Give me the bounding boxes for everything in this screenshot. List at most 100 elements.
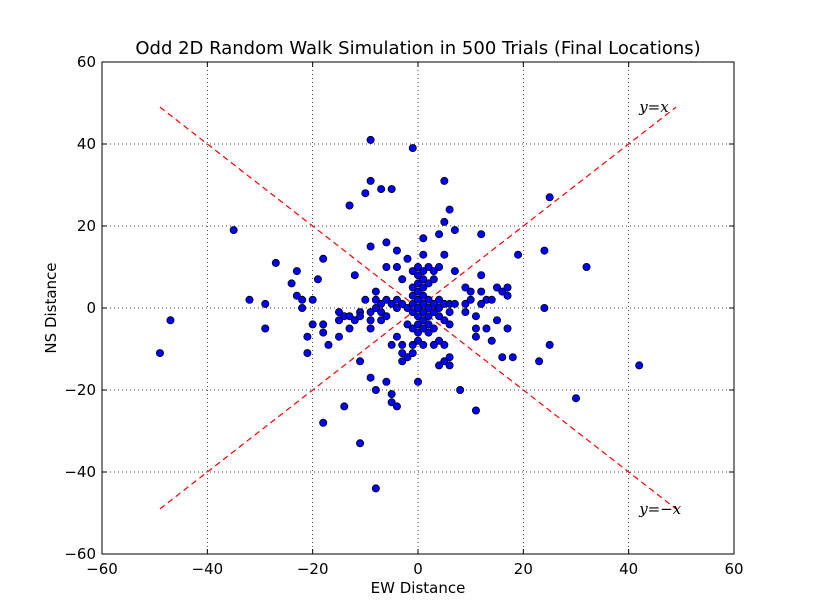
data-point	[319, 418, 328, 427]
data-point	[429, 299, 438, 308]
data-point	[440, 357, 449, 366]
data-point	[377, 185, 386, 194]
data-point	[545, 340, 554, 349]
data-point	[424, 279, 433, 288]
data-point	[334, 332, 343, 341]
data-point	[382, 295, 391, 304]
data-point	[435, 262, 444, 271]
data-point	[361, 189, 370, 198]
data-point	[435, 336, 444, 345]
data-point	[413, 271, 422, 280]
data-point	[419, 299, 428, 308]
data-point	[419, 250, 428, 259]
data-point	[308, 295, 317, 304]
data-point	[303, 349, 312, 358]
data-point	[387, 390, 396, 399]
reference-lines	[159, 106, 677, 510]
data-point	[392, 246, 401, 255]
data-point	[166, 316, 175, 325]
data-point	[403, 254, 412, 263]
data-point	[503, 324, 512, 333]
data-point	[514, 250, 523, 259]
data-point	[492, 283, 501, 292]
data-point	[477, 230, 486, 239]
data-point	[366, 316, 375, 325]
x-tick-label: 40	[619, 560, 638, 578]
data-point	[424, 295, 433, 304]
data-point	[392, 295, 401, 304]
data-point	[366, 135, 375, 144]
data-point	[387, 340, 396, 349]
data-point	[261, 299, 270, 308]
chart-title: Odd 2D Random Walk Simulation in 500 Tri…	[135, 38, 700, 59]
data-point	[503, 283, 512, 292]
data-point	[361, 295, 370, 304]
data-point	[419, 291, 428, 300]
data-point	[408, 308, 417, 317]
y-tick-label: 60	[77, 53, 96, 71]
data-point	[377, 308, 386, 317]
data-point	[413, 328, 422, 337]
data-point	[366, 308, 375, 317]
data-point	[319, 328, 328, 337]
data-point	[413, 320, 422, 329]
data-point	[413, 262, 422, 271]
data-point	[424, 328, 433, 337]
data-point	[487, 295, 496, 304]
data-point	[477, 287, 486, 296]
y-tick-label: 40	[77, 135, 96, 153]
data-point	[413, 279, 422, 288]
data-point	[408, 340, 417, 349]
data-point	[429, 275, 438, 284]
data-point	[413, 336, 422, 345]
data-point	[456, 385, 465, 394]
data-point	[408, 349, 417, 358]
data-point	[387, 398, 396, 407]
data-point	[356, 439, 365, 448]
line-annotation: y=x	[638, 98, 669, 116]
data-point	[572, 394, 581, 403]
data-point	[408, 299, 417, 308]
data-point	[424, 303, 433, 312]
data-point	[461, 299, 470, 308]
x-tick-label: 60	[724, 560, 743, 578]
data-point	[535, 357, 544, 366]
data-point	[398, 349, 407, 358]
data-point	[440, 316, 449, 325]
data-point	[387, 299, 396, 308]
data-point	[377, 316, 386, 325]
data-point	[419, 340, 428, 349]
data-point	[382, 238, 391, 247]
data-point	[324, 340, 333, 349]
data-point	[398, 357, 407, 366]
data-point	[245, 295, 254, 304]
data-point	[408, 283, 417, 292]
data-point	[471, 312, 480, 321]
data-point	[408, 291, 417, 300]
data-point	[366, 242, 375, 251]
x-tick-label: 20	[514, 560, 533, 578]
data-point	[398, 340, 407, 349]
data-point	[387, 185, 396, 194]
axis-ticks: −60 −40 −20 0 20 40 60 −60 −40 −20 0 20 40 60	[64, 53, 743, 578]
data-point	[435, 230, 444, 239]
data-point	[450, 299, 459, 308]
y-tick-label: 20	[77, 217, 96, 235]
data-point	[261, 324, 270, 333]
reference-line	[159, 106, 677, 510]
data-point	[408, 144, 417, 153]
x-tick-label: −60	[86, 560, 118, 578]
data-point	[229, 226, 238, 235]
data-point	[308, 320, 317, 329]
data-point	[155, 349, 164, 358]
data-point	[403, 303, 412, 312]
data-point	[545, 193, 554, 202]
data-point	[382, 312, 391, 321]
data-point	[429, 340, 438, 349]
data-point	[392, 262, 401, 271]
data-point	[345, 312, 354, 321]
data-point	[471, 406, 480, 415]
x-tick-label: 0	[413, 560, 423, 578]
line-annotation: y=−x	[638, 500, 682, 518]
